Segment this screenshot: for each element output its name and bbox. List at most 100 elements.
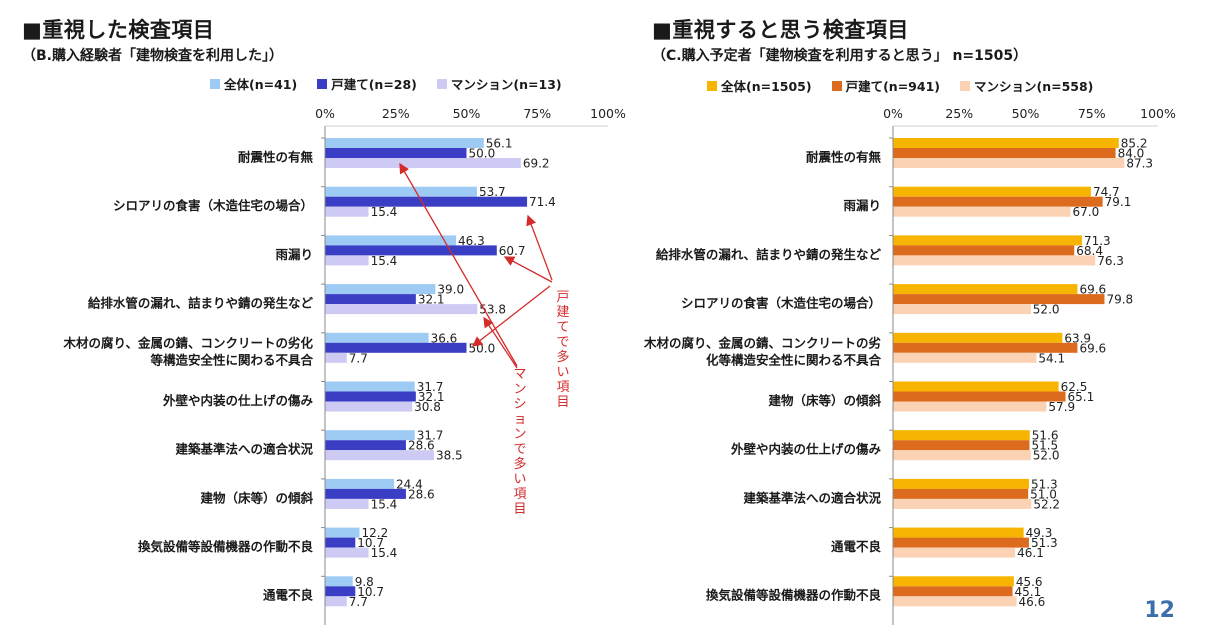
annotation-text-detached: で: [556, 335, 569, 350]
legend-label: 戸建て(n=941): [845, 79, 940, 94]
annotation-arrow: [503, 256, 553, 283]
bar: [893, 488, 1029, 499]
data-label: 51.6: [1032, 429, 1059, 443]
bar: [893, 430, 1030, 441]
bar: [325, 342, 467, 353]
data-label: 32.1: [418, 293, 445, 307]
bar: [325, 527, 360, 538]
category-label: 化等構造安全性に関わる不具合: [706, 353, 882, 368]
bar: [893, 148, 1116, 158]
data-label: 51.3: [1031, 477, 1058, 491]
annotation-text-detached: 目: [556, 395, 569, 410]
data-label: 45.1: [1015, 585, 1042, 599]
legend-label: マンション(n=558): [974, 79, 1094, 94]
legend-label: 全体(n=41): [224, 77, 298, 92]
x-tick-label: 0%: [883, 106, 903, 121]
annotation-text-condo: で: [513, 442, 526, 457]
data-label: 46.1: [1017, 546, 1044, 560]
legend-swatch: [960, 80, 970, 91]
bar: [893, 196, 1103, 207]
bar: [325, 488, 406, 499]
legend-swatch: [707, 80, 717, 91]
bar: [325, 401, 413, 412]
x-tick-label: 50%: [1012, 106, 1040, 121]
bar: [893, 450, 1031, 461]
data-label: 50.0: [469, 341, 496, 355]
bar: [325, 138, 484, 148]
x-tick-label: 75%: [1078, 106, 1106, 121]
data-label: 76.3: [1097, 254, 1124, 268]
data-label: 54.1: [1038, 351, 1065, 365]
data-label: 10.7: [357, 585, 384, 599]
bar: [893, 498, 1032, 509]
bar: [893, 381, 1059, 392]
bar: [325, 381, 415, 392]
bar: [325, 235, 457, 246]
bar: [325, 245, 497, 256]
data-label: 51.5: [1031, 439, 1058, 453]
category-label: 耐震性の有無: [238, 149, 314, 164]
category-label: 建築基準法への適合状況: [175, 442, 313, 457]
data-label: 69.6: [1079, 341, 1106, 355]
legend-swatch: [210, 78, 220, 89]
bar: [325, 196, 528, 207]
annotation-text-detached: 多: [556, 349, 569, 365]
data-label: 52.2: [1033, 497, 1060, 511]
left-legend: 全体(n=41) 戸建て(n=28) マンション(n=13): [210, 74, 562, 93]
annotation-text-condo: 多: [513, 456, 526, 472]
right-chart-subtitle: （C.購入予定者「建物検査を利用すると思う」 n=1505）: [652, 48, 1028, 64]
data-label: 53.7: [479, 185, 506, 199]
legend-item-condo: マンション(n=13): [436, 74, 562, 93]
x-tick-label: 100%: [1140, 106, 1176, 121]
category-label: 木材の腐り、金属の錆、コンクリートの劣: [643, 336, 882, 351]
category-label: 外壁や内装の仕上げの傷み: [162, 393, 314, 408]
bar: [325, 450, 434, 461]
category-label: 建築基準法への適合状況: [743, 490, 881, 505]
bar: [893, 304, 1031, 315]
legend-label: マンション(n=13): [450, 77, 562, 92]
bar: [325, 430, 415, 441]
bar: [893, 401, 1047, 412]
bar: [325, 332, 429, 343]
data-label: 85.2: [1121, 137, 1148, 151]
data-label: 12.2: [362, 526, 389, 540]
bar: [325, 206, 369, 217]
bar: [893, 186, 1091, 197]
legend-item-total: 全体(n=41): [210, 74, 297, 93]
category-label: シロアリの食害（木造住宅の場合）: [681, 295, 881, 310]
annotation-text-detached: 項: [556, 380, 569, 395]
category-label: 耐震性の有無: [806, 149, 882, 164]
data-label: 79.8: [1106, 293, 1133, 307]
legend-swatch: [317, 78, 328, 89]
annotation-text-condo: シ: [513, 397, 526, 412]
annotation-arrow: [471, 285, 551, 347]
bar: [325, 352, 347, 363]
x-tick-label: 75%: [523, 106, 551, 121]
legend-item-detached: 戸建て(n=941): [831, 76, 940, 95]
annotation-text-detached: い: [556, 365, 569, 380]
bar: [893, 547, 1016, 558]
left-chart-title: ■重視した検査項目: [22, 18, 215, 42]
bar: [893, 537, 1029, 548]
bar: [893, 440, 1030, 451]
legend-swatch: [831, 80, 842, 91]
data-label: 7.7: [349, 351, 368, 365]
bar: [893, 596, 1017, 607]
bar: [325, 576, 353, 587]
data-label: 52.0: [1033, 449, 1060, 463]
data-label: 51.3: [1031, 536, 1058, 550]
bar: [325, 440, 406, 451]
data-label: 52.0: [1033, 303, 1060, 317]
data-label: 68.4: [1076, 244, 1103, 258]
annotation-text-condo: ョ: [513, 412, 526, 427]
bar: [325, 158, 521, 168]
data-label: 39.0: [437, 283, 464, 297]
category-label: 通電不良: [831, 539, 882, 554]
data-label: 62.5: [1061, 380, 1088, 394]
data-label: 74.7: [1093, 185, 1120, 199]
category-label: 通電不良: [263, 588, 314, 603]
annotation-arrow: [526, 214, 553, 281]
category-label: 給排水管の漏れ、詰まりや錆の発生など: [88, 295, 314, 310]
category-label: 換気設備等設備機器の作動不良: [706, 588, 882, 603]
data-label: 31.7: [417, 429, 444, 443]
